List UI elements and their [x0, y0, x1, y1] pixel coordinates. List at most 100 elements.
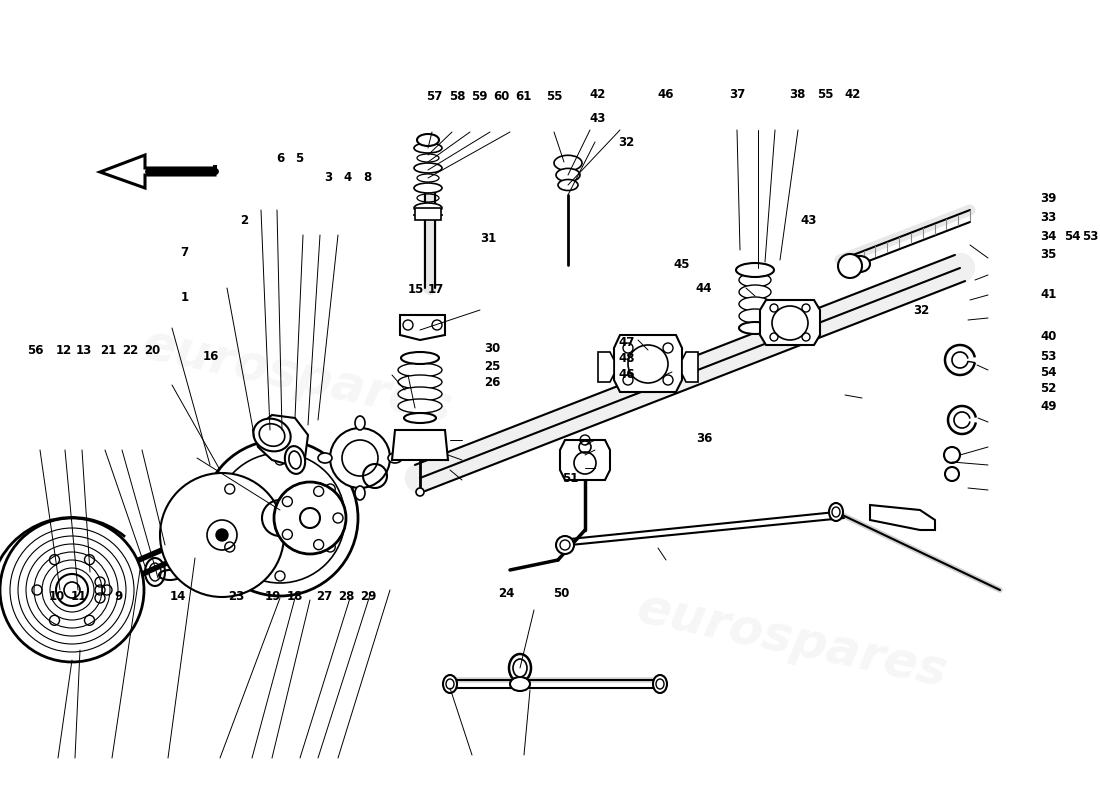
Text: 14: 14 — [170, 590, 186, 602]
Ellipse shape — [739, 322, 771, 334]
Ellipse shape — [414, 143, 442, 153]
Ellipse shape — [736, 263, 774, 277]
Ellipse shape — [414, 163, 442, 173]
Ellipse shape — [558, 179, 578, 190]
Circle shape — [207, 520, 236, 550]
Text: 21: 21 — [100, 344, 116, 357]
Text: 43: 43 — [590, 112, 605, 125]
Text: 43: 43 — [801, 214, 816, 226]
Ellipse shape — [739, 297, 771, 311]
Text: 18: 18 — [287, 590, 303, 602]
Ellipse shape — [829, 503, 843, 521]
Polygon shape — [760, 300, 820, 345]
Polygon shape — [392, 430, 448, 460]
Ellipse shape — [402, 352, 439, 364]
Ellipse shape — [274, 482, 346, 554]
Circle shape — [330, 428, 390, 488]
Polygon shape — [100, 155, 214, 188]
Text: 55: 55 — [816, 88, 834, 101]
Text: 36: 36 — [696, 432, 712, 445]
Text: 56: 56 — [26, 344, 44, 357]
Text: 9: 9 — [114, 590, 123, 602]
Text: 32: 32 — [618, 136, 634, 149]
Text: 16: 16 — [204, 350, 219, 362]
Circle shape — [944, 447, 960, 463]
Ellipse shape — [398, 375, 442, 389]
Text: 49: 49 — [1041, 400, 1056, 413]
Ellipse shape — [509, 654, 531, 682]
Text: 40: 40 — [1041, 330, 1056, 342]
Text: 27: 27 — [317, 590, 332, 602]
Polygon shape — [870, 505, 935, 530]
Ellipse shape — [417, 134, 439, 146]
Text: 12: 12 — [56, 344, 72, 357]
Text: 24: 24 — [498, 587, 514, 600]
Text: 51: 51 — [562, 472, 578, 485]
Ellipse shape — [355, 416, 365, 430]
Circle shape — [214, 453, 345, 583]
Circle shape — [202, 440, 358, 596]
Ellipse shape — [388, 453, 401, 463]
Text: 37: 37 — [729, 88, 745, 101]
Circle shape — [64, 582, 80, 598]
Text: 28: 28 — [339, 590, 354, 602]
Text: 48: 48 — [618, 352, 636, 365]
Text: 47: 47 — [619, 336, 635, 349]
Circle shape — [0, 518, 144, 662]
Text: 2: 2 — [240, 214, 249, 226]
Text: 45: 45 — [673, 258, 691, 270]
Ellipse shape — [253, 418, 290, 451]
Ellipse shape — [318, 453, 332, 463]
Text: 34: 34 — [1041, 230, 1056, 242]
Text: 50: 50 — [553, 587, 569, 600]
Polygon shape — [682, 352, 698, 382]
Polygon shape — [400, 315, 446, 340]
Text: 53: 53 — [1082, 230, 1098, 242]
Text: 46: 46 — [658, 88, 673, 101]
Text: 44: 44 — [695, 282, 713, 294]
Text: 60: 60 — [494, 90, 509, 102]
Ellipse shape — [443, 675, 456, 693]
Ellipse shape — [414, 183, 442, 193]
Text: 8: 8 — [363, 171, 372, 184]
Ellipse shape — [355, 486, 365, 500]
Text: 42: 42 — [590, 88, 605, 101]
Text: eurospares: eurospares — [138, 320, 456, 432]
Text: 23: 23 — [229, 590, 244, 602]
Ellipse shape — [556, 536, 574, 554]
Ellipse shape — [556, 168, 580, 182]
Text: 33: 33 — [1041, 211, 1056, 224]
Text: 7: 7 — [180, 246, 189, 258]
Circle shape — [160, 473, 284, 597]
Text: 1: 1 — [180, 291, 189, 304]
Text: 35: 35 — [1041, 248, 1056, 261]
Text: 3: 3 — [323, 171, 332, 184]
Text: 22: 22 — [122, 344, 138, 357]
Ellipse shape — [404, 413, 436, 423]
Text: 15: 15 — [408, 283, 424, 296]
Text: 30: 30 — [485, 342, 501, 354]
Polygon shape — [598, 352, 614, 382]
Text: 11: 11 — [72, 590, 87, 602]
Text: 39: 39 — [1041, 192, 1056, 205]
Text: 55: 55 — [546, 90, 562, 102]
Text: 61: 61 — [516, 90, 531, 102]
Text: 32: 32 — [914, 304, 929, 317]
Text: 25: 25 — [485, 360, 501, 373]
Ellipse shape — [554, 155, 582, 170]
Ellipse shape — [653, 675, 667, 693]
Ellipse shape — [739, 285, 771, 299]
Text: 58: 58 — [449, 90, 466, 102]
Text: 10: 10 — [50, 590, 65, 602]
Text: 20: 20 — [144, 344, 159, 357]
Text: eurospares: eurospares — [632, 584, 952, 696]
Text: 5: 5 — [295, 152, 304, 165]
Text: 17: 17 — [428, 283, 443, 296]
Text: 19: 19 — [265, 590, 280, 602]
Polygon shape — [560, 440, 610, 480]
Ellipse shape — [510, 677, 530, 691]
Circle shape — [838, 254, 862, 278]
Ellipse shape — [739, 273, 771, 287]
Text: 31: 31 — [481, 232, 496, 245]
Text: 57: 57 — [427, 90, 442, 102]
